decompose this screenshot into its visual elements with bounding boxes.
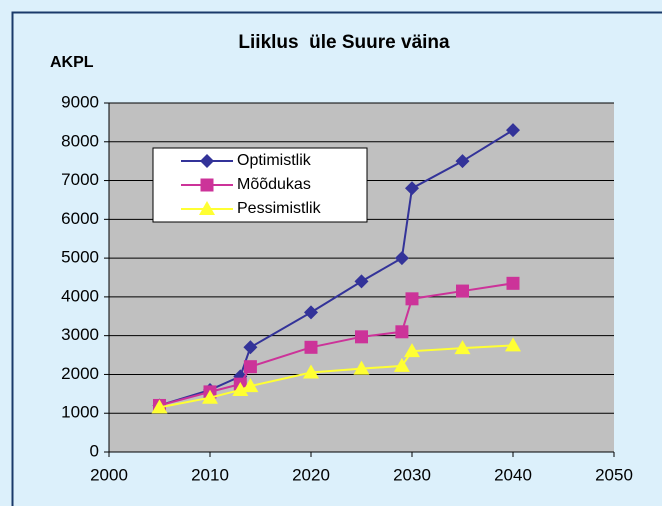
- marker: [242, 378, 259, 393]
- y-tick-label: 5000: [61, 248, 99, 267]
- marker: [404, 343, 420, 358]
- legend-label: Mõõdukas: [237, 176, 311, 193]
- x-tick-label: 2000: [90, 465, 128, 484]
- marker: [199, 201, 215, 215]
- series-line: [159, 129, 514, 407]
- marker: [200, 178, 214, 192]
- series-line: [159, 344, 514, 409]
- marker: [304, 340, 318, 354]
- chart-title: Liiklus üle Suure väina: [238, 32, 450, 53]
- legend-label: Pessimistlik: [237, 200, 322, 217]
- y-tick-label: 3000: [61, 325, 99, 344]
- marker: [151, 399, 168, 414]
- series-line: [159, 282, 514, 407]
- marker: [405, 292, 419, 306]
- marker: [455, 154, 470, 169]
- marker: [394, 251, 409, 266]
- x-tick-label: 2050: [595, 465, 633, 484]
- y-tick-label: 2000: [61, 364, 99, 383]
- marker: [232, 381, 249, 396]
- y-tick-label: 9000: [61, 92, 99, 111]
- marker: [243, 340, 258, 355]
- legend-label: Optimistlik: [237, 152, 312, 169]
- x-tick-label: 2030: [393, 465, 431, 484]
- y-axis-label: AKPL: [50, 54, 94, 71]
- marker: [355, 330, 368, 344]
- marker: [506, 276, 520, 290]
- y-tick-label: 0: [90, 441, 99, 460]
- y-tick-label: 8000: [61, 131, 99, 150]
- marker: [405, 181, 419, 196]
- y-tick-label: 6000: [61, 209, 99, 228]
- x-tick-label: 2020: [292, 465, 330, 484]
- marker: [395, 325, 409, 339]
- marker: [506, 123, 520, 138]
- x-tick-label: 2010: [191, 465, 229, 484]
- marker: [200, 154, 214, 168]
- marker: [505, 337, 521, 352]
- marker: [202, 389, 218, 404]
- marker: [393, 357, 410, 372]
- marker: [243, 360, 257, 374]
- marker: [454, 340, 471, 355]
- marker: [303, 364, 319, 379]
- frame: [11, 11, 662, 506]
- y-tick-label: 1000: [61, 403, 99, 422]
- marker: [304, 305, 318, 320]
- y-tick-label: 7000: [61, 170, 99, 189]
- y-tick-label: 4000: [61, 286, 99, 305]
- marker: [353, 360, 370, 375]
- marker: [456, 284, 469, 298]
- x-tick-label: 2040: [494, 465, 532, 484]
- marker: [354, 274, 369, 289]
